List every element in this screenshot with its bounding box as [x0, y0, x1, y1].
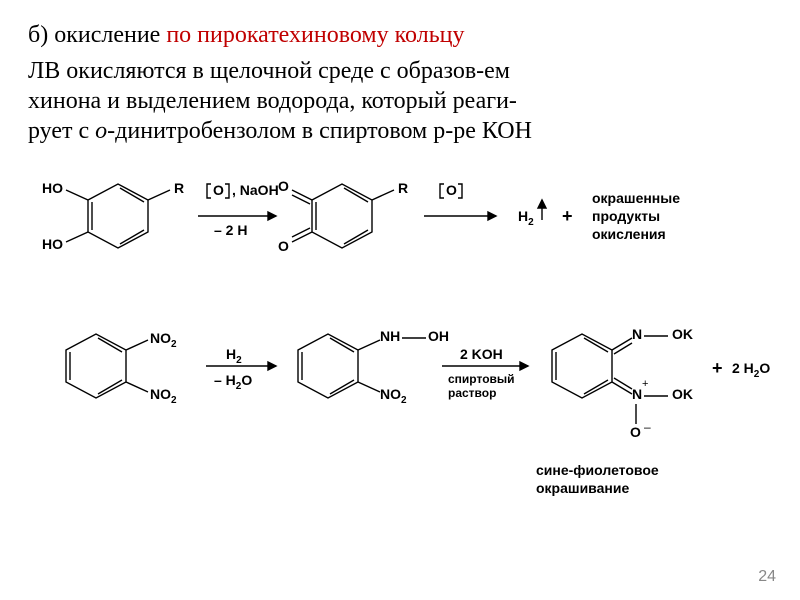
no2-mid-t: NO [380, 386, 401, 402]
paragraph: ЛВ окисляются в щелочной среде с образов… [28, 56, 772, 146]
arrow-r2-2-top: 2 KOH [460, 346, 503, 362]
no2-bot-t: NO [150, 386, 171, 402]
page-number: 24 [758, 568, 776, 586]
no2-mid: NO2 [380, 386, 407, 406]
label-o-top: O [278, 178, 289, 194]
n-top: N [632, 326, 642, 342]
n-bot: N [632, 386, 642, 402]
nh-label: NH [380, 328, 400, 344]
trail: 2 H2O [732, 360, 770, 380]
arrow1-bot: – 2 H [214, 222, 247, 238]
para-line3a: рует с [28, 118, 95, 144]
chemistry-diagram: HO HO R O , NaOH – 2 H O O R O H2 + окра… [28, 160, 772, 520]
heading-part2-red: по пирокатехиновому кольцу [166, 22, 464, 48]
arrow-r2-2-bot-l1: спиртовый [448, 372, 515, 386]
para-line2: хинона и выделением водорода, который ре… [28, 88, 517, 114]
h2-sub: 2 [528, 217, 534, 228]
para-line1: ЛВ окисляются в щелочной среде с образов… [28, 58, 510, 84]
product-l2: продукты [592, 208, 660, 224]
no2-bot: NO2 [150, 386, 177, 406]
result-l2: окрашивание [536, 480, 629, 496]
plus-1: + [562, 206, 573, 227]
arrow-r2-2-a: 2 [460, 346, 468, 362]
ok-top: OK [672, 326, 693, 342]
ok-bot: OK [672, 386, 693, 402]
arrow-r2-1-bot: – H2O [214, 372, 252, 392]
arrow-r2-1-sub: 2 [236, 355, 242, 366]
no2-top-t: NO [150, 330, 171, 346]
no2-bot-sub: 2 [171, 395, 177, 406]
heading: б) окисление по пирокатехиновому кольцу [28, 20, 772, 50]
product-l1: окрашенные [592, 190, 680, 206]
result-l1: сине-фиолетовое [536, 462, 659, 478]
h2-h: H [518, 208, 528, 224]
trail-b: H [740, 360, 754, 376]
arrow-r2-1b-a: – H [214, 372, 236, 388]
no2-top-sub: 2 [171, 339, 177, 350]
product-l3: окисления [592, 226, 666, 242]
heading-part1: б) окисление [28, 22, 166, 48]
no2-mid-sub: 2 [401, 395, 407, 406]
h2-label: H2 [518, 208, 534, 228]
label-ho-bot: HO [42, 236, 63, 252]
label-o-bot: O [278, 238, 289, 254]
arrow-r2-1-h: H [226, 346, 236, 362]
minus-charge: – [644, 420, 651, 434]
plus-eq: + [712, 358, 723, 379]
arrow2-o: O [446, 182, 457, 198]
label-r1: R [174, 180, 184, 196]
oh-label: OH [428, 328, 449, 344]
para-line3b: -динитробензолом в спиртовом р-ре КОН [107, 118, 532, 144]
arrow-r2-1b-b: O [241, 372, 252, 388]
o-anion: O [630, 424, 641, 440]
no2-top: NO2 [150, 330, 177, 350]
trail-a: 2 [732, 360, 740, 376]
plus-charge: + [642, 378, 648, 390]
trail-c: O [759, 360, 770, 376]
arrow-r2-1-top: H2 [226, 346, 242, 366]
arrow-r2-2-b: KOH [468, 346, 503, 362]
arrow1-o: O [213, 182, 224, 198]
para-line3-ital: о [95, 118, 107, 144]
label-r2: R [398, 180, 408, 196]
label-ho-top: HO [42, 180, 63, 196]
arrow-r2-2-bot-l2: раствор [448, 386, 496, 400]
arrow1-naoh: , NaOH [232, 182, 279, 198]
